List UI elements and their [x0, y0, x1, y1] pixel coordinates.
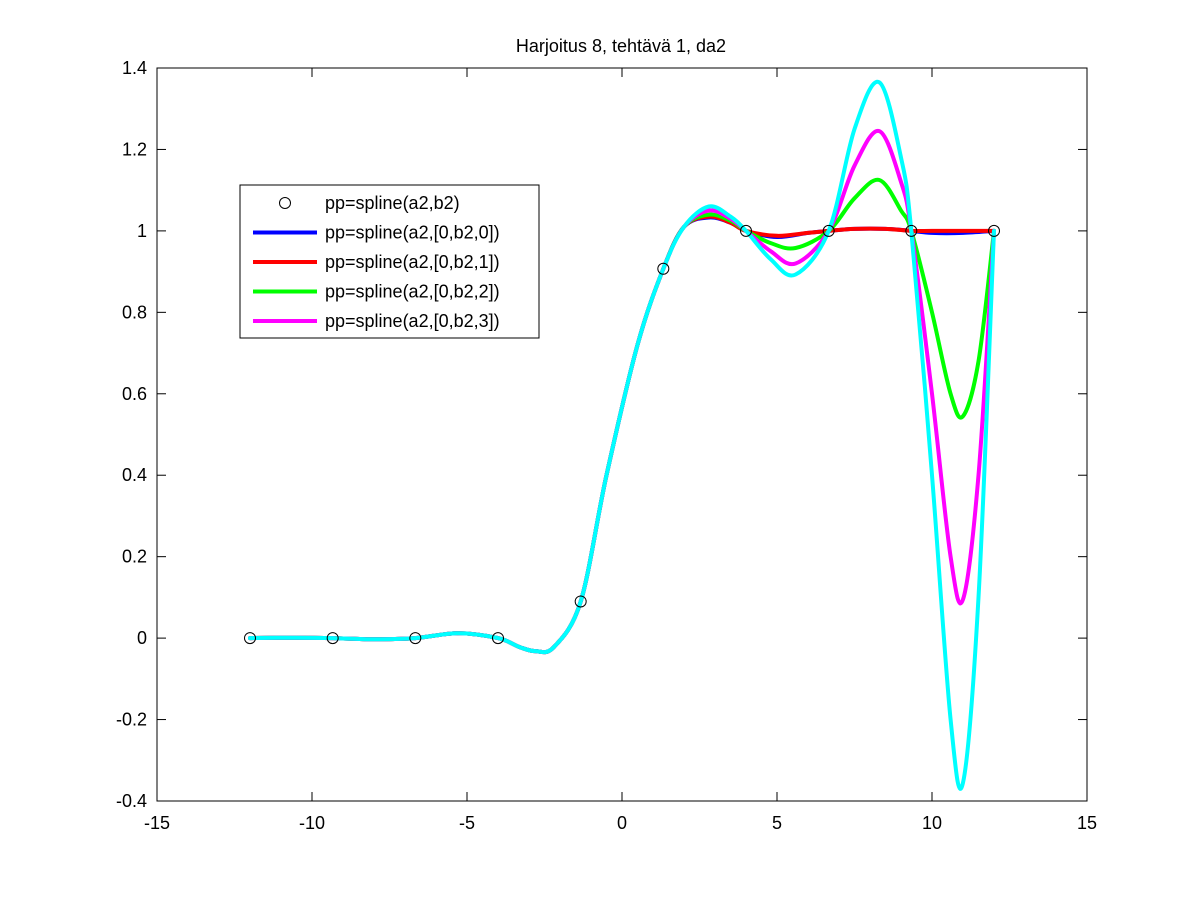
legend-label: pp=spline(a2,[0,b2,1])	[325, 252, 500, 272]
tick-layer: -15 -10 -5 0 5 10 15 -0.4 -0.2 0 0.2 0.4 0.6 0.8 1 1.2 1…	[116, 58, 1097, 833]
y-tick-label: -0.2	[116, 710, 147, 730]
data-point-marker	[988, 224, 1000, 237]
y-tick-label: 0.8	[122, 302, 147, 322]
data-point-marker	[905, 224, 918, 237]
x-tick-label: -15	[144, 813, 170, 833]
y-tick-label: 0.4	[122, 465, 147, 485]
legend-marker-symbol	[279, 197, 291, 209]
x-tick-label: -10	[299, 813, 325, 833]
data-point-marker	[822, 224, 835, 237]
series-line-5	[248, 79, 996, 791]
y-tick-label: 1.2	[122, 139, 147, 159]
y-tick-label: 1	[137, 221, 147, 241]
data-point-marker	[574, 595, 587, 608]
x-tick-label: 15	[1077, 813, 1097, 833]
series-layer	[248, 79, 996, 791]
data-point-marker	[409, 632, 422, 645]
legend-label: pp=spline(a2,[0,b2,0])	[325, 223, 500, 243]
data-point-marker	[244, 632, 256, 645]
marker-layer	[244, 224, 1000, 645]
data-point-marker	[657, 262, 670, 275]
x-tick-label: 0	[617, 813, 627, 833]
x-tick-label: -5	[459, 813, 475, 833]
y-tick-label: -0.4	[116, 791, 147, 811]
legend-label: pp=spline(a2,[0,b2,2])	[325, 282, 500, 302]
data-point-marker	[326, 632, 339, 645]
x-tick-label: 5	[772, 813, 782, 833]
legend-label: pp=spline(a2,b2)	[325, 193, 460, 213]
chart-title: Harjoitus 8, tehtävä 1, da2	[516, 36, 726, 56]
y-tick-label: 0	[137, 628, 147, 648]
y-tick-label: 0.2	[122, 547, 147, 567]
legend: pp=spline(a2,b2) pp=spline(a2,[0,b2,0]) pp…	[239, 184, 540, 339]
legend-box	[239, 184, 540, 339]
y-tick-label: 0.6	[122, 384, 147, 404]
data-point-marker	[740, 224, 752, 237]
x-tick-label: 10	[922, 813, 942, 833]
y-tick-label: 1.4	[122, 58, 147, 78]
legend-label: pp=spline(a2,[0,b2,3])	[325, 311, 500, 331]
data-point-marker	[492, 632, 504, 645]
